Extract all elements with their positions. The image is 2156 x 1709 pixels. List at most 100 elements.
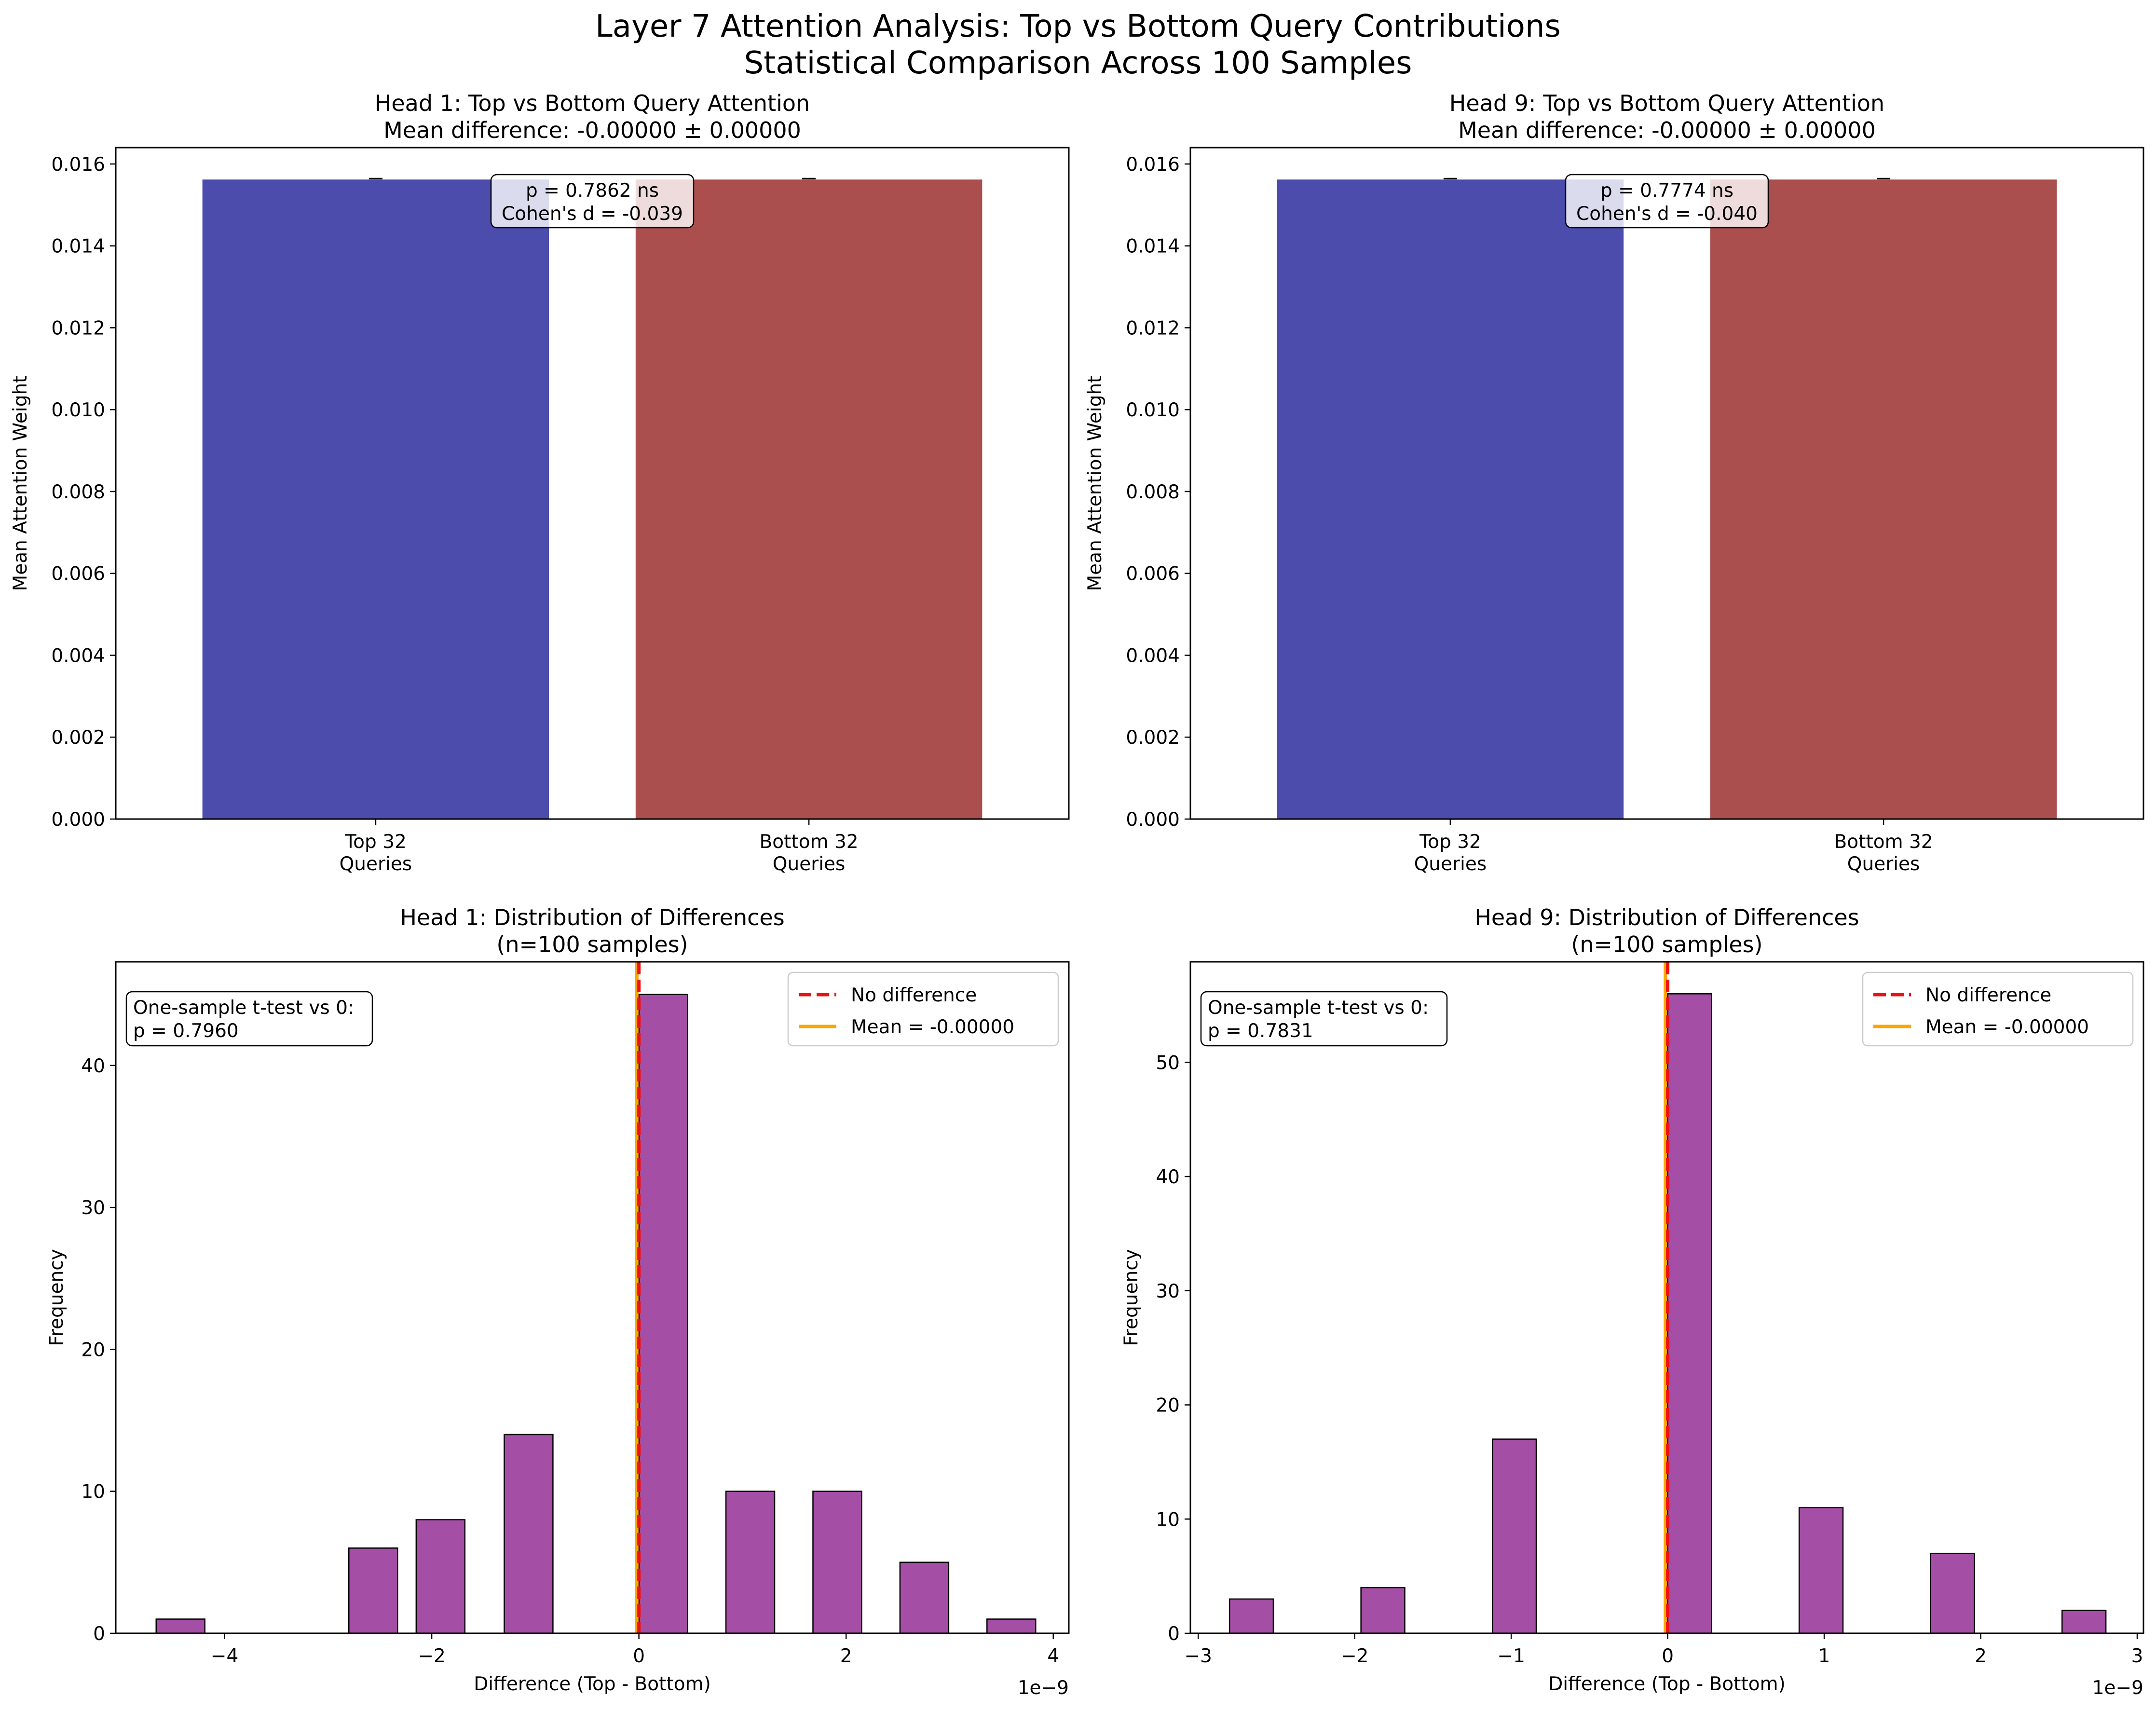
h1bar-title-line2: Mean difference: -0.00000 ± 0.00000 [383, 117, 801, 143]
h1bar-ytick-label-1: 0.002 [51, 727, 105, 749]
h1bar-xtick-label-0-b: Queries [340, 853, 412, 875]
h1bar-title-line1: Head 1: Top vs Bottom Query Attention [375, 90, 810, 116]
h9bar-xtick-label-0-a: Top 32 [1419, 831, 1481, 853]
h9bar-bar-0 [1277, 179, 1624, 820]
h1hist-bin-5 [725, 1490, 776, 1634]
figure-title-line1: Layer 7 Attention Analysis: Top vs Botto… [595, 9, 1561, 44]
h9hist-xtick-label-6: 3 [2131, 1645, 2143, 1667]
h1hist-bin-2 [415, 1519, 466, 1634]
h1bar-ylabel: Mean Attention Weight [10, 376, 31, 591]
h1hist-bin-6 [812, 1490, 862, 1634]
h1hist-title-line2: (n=100 samples) [496, 931, 688, 957]
h9hist-panel: Head 9: Distribution of Differences(n=10… [1120, 904, 2144, 1699]
h9bar-bar-1 [1710, 179, 2057, 820]
h1hist-bin-1 [348, 1547, 398, 1634]
h9hist-xtick-label-5: 2 [1975, 1645, 1987, 1667]
h9hist-ytick-label-0: 0 [1168, 1623, 1180, 1645]
h1hist-legend-label-mean: Mean = -0.00000 [851, 1016, 1014, 1038]
h9bar-ytick-label-4: 0.008 [1126, 481, 1180, 503]
h9hist-xtick-label-1: −2 [1341, 1645, 1369, 1667]
h1hist-bin-3 [504, 1434, 554, 1634]
h9hist-ytick-label-2: 20 [1156, 1395, 1180, 1417]
h1bar-ytick-label-6: 0.012 [51, 317, 105, 339]
h1bar-ytick-label-7: 0.014 [51, 236, 105, 258]
h9hist-bin-1 [1360, 1587, 1405, 1634]
h9hist-axes-frame [1189, 961, 2144, 1634]
h1hist-bin-7 [899, 1561, 950, 1634]
h9hist-stat-box [1200, 991, 1448, 1047]
h1hist-ylabel: Frequency [46, 1249, 68, 1346]
h1hist-legend [787, 971, 1059, 1047]
h9hist-bin-5 [1930, 1553, 1975, 1634]
figure-title-line2: Statistical Comparison Across 100 Sample… [744, 45, 1412, 81]
h1hist-stat-line1: One-sample t-test vs 0: [133, 997, 354, 1019]
h9bar-stat-box [1565, 174, 1769, 229]
h9hist-x-offset: 1e−9 [2092, 1677, 2143, 1699]
h9hist-legend-label-mean: Mean = -0.00000 [1925, 1016, 2089, 1038]
h9hist-bin-3 [1667, 993, 1712, 1634]
h9bar-xtick-label-1-a: Bottom 32 [1834, 831, 1933, 853]
h1hist-xlabel: Difference (Top - Bottom) [474, 1673, 711, 1695]
h1hist-ytick-label-0: 0 [93, 1623, 105, 1645]
h1hist-ytick-label-3: 30 [81, 1197, 105, 1219]
h9bar-ytick-label-1: 0.002 [1126, 727, 1180, 749]
h9hist-ytick-label-3: 30 [1156, 1281, 1180, 1302]
h9bar-xtick-label-0-b: Queries [1414, 853, 1487, 875]
h1hist-panel: Head 1: Distribution of Differences(n=10… [46, 904, 1070, 1699]
h1bar-xtick-label-1-b: Queries [773, 853, 846, 875]
h1hist-xtick-label-2: 0 [633, 1645, 645, 1667]
h9bar-stat-line1: p = 0.7774 ns [1600, 180, 1733, 202]
h9bar-ytick-label-5: 0.010 [1126, 399, 1180, 421]
h9hist-bin-6 [2061, 1610, 2107, 1634]
h9hist-xtick-label-3: 0 [1662, 1645, 1674, 1667]
h1hist-ytick-label-4: 40 [81, 1055, 105, 1077]
h1bar-bar-0 [202, 179, 549, 820]
h1hist-xtick-label-1: −2 [418, 1645, 446, 1667]
h9hist-stat-line1: One-sample t-test vs 0: [1208, 997, 1429, 1019]
h1bar-ytick-label-8: 0.016 [51, 154, 105, 176]
h1hist-axes-frame [115, 961, 1070, 1634]
h1bar-xtick-label-1-a: Bottom 32 [760, 831, 859, 853]
h1hist-bin-8 [986, 1618, 1037, 1634]
h1hist-x-offset: 1e−9 [1018, 1677, 1069, 1699]
h9hist-title-line2: (n=100 samples) [1571, 931, 1762, 957]
h9hist-xlabel: Difference (Top - Bottom) [1548, 1673, 1786, 1695]
h9bar-title-line2: Mean difference: -0.00000 ± 0.00000 [1458, 117, 1876, 143]
h9hist-legend-label-no-difference: No difference [1925, 984, 2051, 1006]
h9hist-bin-4 [1798, 1507, 1844, 1634]
h1bar-ytick-label-4: 0.008 [51, 481, 105, 503]
h9bar-ytick-label-2: 0.004 [1126, 645, 1180, 667]
h1hist-ytick-label-2: 20 [81, 1339, 105, 1361]
h9hist-xtick-label-0: −3 [1184, 1645, 1212, 1667]
h9hist-ytick-label-5: 50 [1156, 1052, 1180, 1074]
h9bar-ytick-label-6: 0.012 [1126, 317, 1180, 339]
h1bar-ytick-label-5: 0.010 [51, 399, 105, 421]
h9bar-ytick-label-7: 0.014 [1126, 236, 1180, 258]
h1bar-ytick-label-3: 0.006 [51, 563, 105, 585]
h1bar-xtick-label-0-a: Top 32 [344, 831, 407, 853]
h1hist-stat-box [125, 991, 373, 1047]
h1hist-legend-label-no-difference: No difference [851, 984, 977, 1006]
h9bar-ytick-label-8: 0.016 [1126, 154, 1180, 176]
h1hist-bin-4 [638, 994, 688, 1634]
h1bar-stat-line2: Cohen's d = -0.039 [502, 203, 683, 225]
h1bar-ytick-label-0: 0.000 [51, 809, 105, 831]
h1hist-title-line1: Head 1: Distribution of Differences [400, 904, 784, 930]
h9bar-ylabel: Mean Attention Weight [1084, 376, 1106, 591]
h1bar-panel: Head 1: Top vs Bottom Query AttentionMea… [10, 90, 1070, 875]
h1hist-xtick-label-3: 2 [840, 1645, 852, 1667]
panels: Head 1: Top vs Bottom Query AttentionMea… [10, 90, 2144, 1699]
h1hist-stat-line2: p = 0.7960 [133, 1020, 239, 1042]
h9hist-xtick-label-4: 1 [1818, 1645, 1830, 1667]
h9bar-panel: Head 9: Top vs Bottom Query AttentionMea… [1084, 90, 2144, 875]
h9bar-stat-line2: Cohen's d = -0.040 [1576, 203, 1758, 225]
h1bar-stat-box [490, 174, 695, 229]
h9bar-axes-frame [1189, 147, 2144, 820]
h9hist-bin-0 [1228, 1598, 1274, 1634]
h9bar-ytick-label-0: 0.000 [1126, 809, 1180, 831]
h9hist-ytick-label-1: 10 [1156, 1509, 1180, 1531]
h1bar-stat-line1: p = 0.7862 ns [526, 180, 659, 202]
h1hist-xtick-label-0: −4 [211, 1645, 239, 1667]
h9hist-stat-line2: p = 0.7831 [1208, 1020, 1313, 1042]
